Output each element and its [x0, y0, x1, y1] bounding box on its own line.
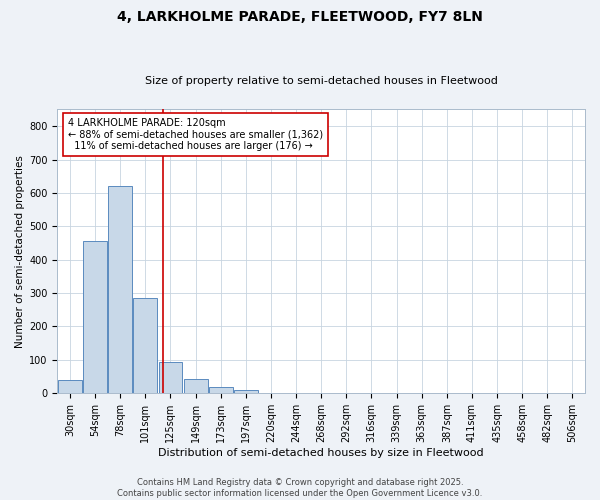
Bar — [108, 186, 132, 393]
Bar — [184, 379, 208, 393]
Y-axis label: Number of semi-detached properties: Number of semi-detached properties — [15, 154, 25, 348]
Bar — [209, 387, 233, 393]
Text: 4, LARKHOLME PARADE, FLEETWOOD, FY7 8LN: 4, LARKHOLME PARADE, FLEETWOOD, FY7 8LN — [117, 10, 483, 24]
Bar — [83, 241, 107, 393]
Bar — [133, 298, 157, 393]
Text: 4 LARKHOLME PARADE: 120sqm
← 88% of semi-detached houses are smaller (1,362)
  1: 4 LARKHOLME PARADE: 120sqm ← 88% of semi… — [68, 118, 323, 151]
Bar — [58, 380, 82, 393]
Bar — [158, 362, 182, 393]
Bar — [234, 390, 258, 393]
Text: Contains HM Land Registry data © Crown copyright and database right 2025.
Contai: Contains HM Land Registry data © Crown c… — [118, 478, 482, 498]
X-axis label: Distribution of semi-detached houses by size in Fleetwood: Distribution of semi-detached houses by … — [158, 448, 484, 458]
Title: Size of property relative to semi-detached houses in Fleetwood: Size of property relative to semi-detach… — [145, 76, 497, 86]
